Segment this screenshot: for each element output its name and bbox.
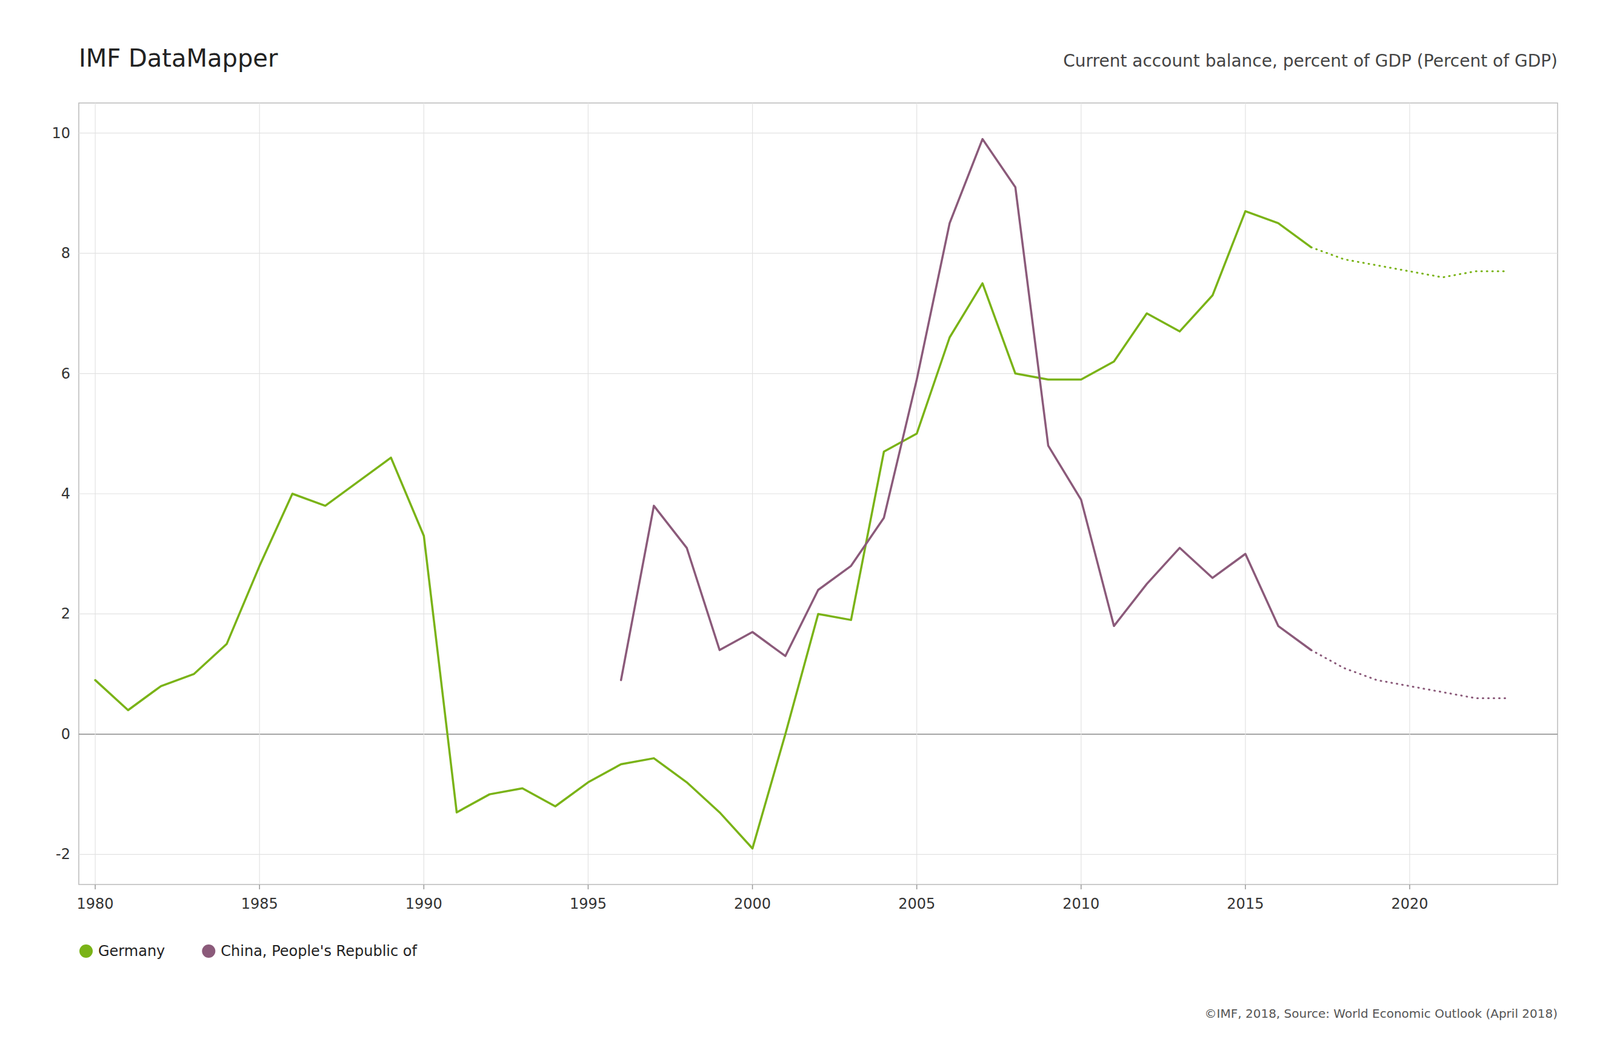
projection-line <box>1310 247 1508 278</box>
legend-swatch <box>79 944 93 959</box>
x-tick-mark <box>258 884 260 890</box>
x-grid-line <box>1080 103 1082 885</box>
legend-swatch <box>201 944 216 959</box>
y-grid-line <box>78 373 1558 374</box>
y-grid-line <box>78 493 1558 494</box>
x-grid-line <box>916 103 917 885</box>
x-tick-label: 1980 <box>76 895 114 913</box>
y-tick-label: 8 <box>61 244 71 262</box>
x-tick-label: 1995 <box>569 895 607 913</box>
x-tick-mark <box>423 884 425 890</box>
subtitle: Current account balance, percent of GDP … <box>1063 50 1558 71</box>
x-grid-line <box>423 103 425 885</box>
legend: Germany China, People's Republic of <box>79 943 417 960</box>
lines <box>95 139 1509 850</box>
plot-frame <box>78 103 1558 885</box>
legend-label: China, People's Republic of <box>220 943 417 960</box>
x-tick-label: 2020 <box>1390 895 1428 913</box>
grid <box>78 103 1558 885</box>
legend-label: Germany <box>98 943 165 960</box>
source-note: ©IMF, 2018, Source: World Economic Outlo… <box>1204 1006 1558 1022</box>
x-tick-mark <box>1409 884 1411 890</box>
y-grid-line <box>78 733 1558 736</box>
x-tick-mark <box>587 884 590 890</box>
x-tick-mark <box>752 884 754 890</box>
x-grid-line <box>259 103 260 885</box>
y-tick-label: 2 <box>61 605 71 623</box>
title: IMF DataMapper <box>78 44 279 73</box>
y-tick-label: 0 <box>61 726 71 744</box>
x-tick-label: 1985 <box>241 895 279 913</box>
x-grid-line <box>587 103 589 885</box>
x-grid-line <box>1244 103 1246 885</box>
axes: -2 0 2 4 6 8 10 1980 1985 1990 1995 2000 2005 2010 201… <box>51 124 1428 913</box>
x-tick-mark <box>1244 884 1247 890</box>
chart: IMF DataMapper Current account balance, p… <box>0 0 1600 1042</box>
series-line <box>621 139 1312 681</box>
y-tick-label: 6 <box>61 365 71 383</box>
y-tick-label: 4 <box>61 485 71 503</box>
x-tick-label: 2005 <box>898 895 936 913</box>
x-tick-mark <box>916 884 918 890</box>
x-grid-line <box>95 103 96 885</box>
x-tick-label: 2010 <box>1062 895 1100 913</box>
x-tick-label: 1990 <box>405 895 443 913</box>
y-tick-label: 10 <box>51 124 71 142</box>
x-grid-line <box>752 103 753 885</box>
y-grid-line <box>78 252 1558 254</box>
x-tick-label: 2000 <box>733 895 771 913</box>
x-tick-label: 2015 <box>1226 895 1264 913</box>
projection-line <box>1310 650 1508 699</box>
y-grid-line <box>78 854 1558 856</box>
y-tick-label: -2 <box>55 846 71 864</box>
y-grid-line <box>78 132 1558 134</box>
series-line <box>95 211 1311 850</box>
x-tick-mark <box>1080 884 1082 890</box>
x-grid-line <box>1409 103 1410 885</box>
x-tick-mark <box>94 884 96 890</box>
page: {"chart_data": { "type": "line", "title"… <box>0 0 1600 1042</box>
